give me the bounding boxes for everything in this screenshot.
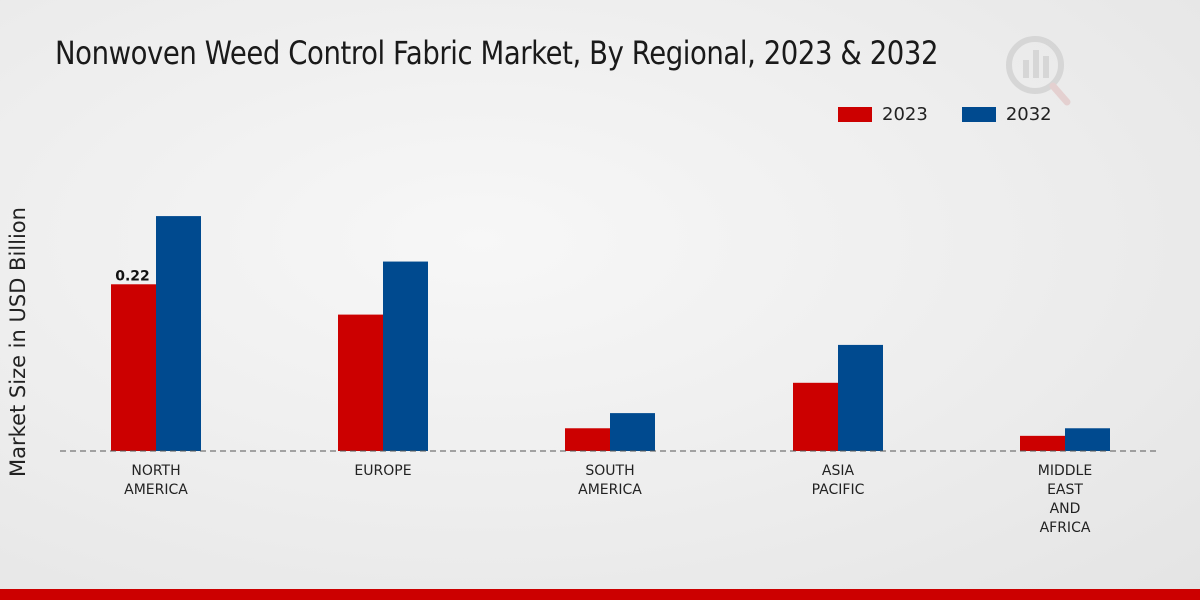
legend-label-2032: 2032	[1005, 104, 1052, 125]
data-label-value: 0.22	[115, 268, 150, 284]
bar-2023-middle-east-and-africa[interactable]	[1020, 435, 1065, 451]
chart-title: Nonwoven Weed Control Fabric Market, By …	[55, 34, 939, 72]
x-tick-label-middle-east-and-africa: MIDDLE EAST AND AFRICA	[1038, 463, 1092, 536]
bar-2023-asia-pacific[interactable]	[793, 382, 838, 451]
bar-2023-south-america[interactable]	[565, 428, 610, 451]
x-tick-label-asia-pacific: ASIA PACIFIC	[812, 463, 865, 498]
bar-2032-asia-pacific[interactable]	[838, 344, 883, 451]
bar-2032-south-america[interactable]	[610, 413, 655, 451]
bottom-accent-bar	[0, 589, 1200, 600]
x-tick-label-north-america: NORTH AMERICA	[124, 463, 188, 498]
x-tick-label-south-america: SOUTH AMERICA	[578, 463, 642, 498]
legend-swatch-2023	[838, 107, 872, 122]
legend-item-2023[interactable]: 2023	[838, 104, 928, 125]
bar-2023-north-america[interactable]	[111, 284, 156, 451]
bar-2032-north-america[interactable]	[156, 216, 201, 451]
bar-2032-europe[interactable]	[383, 261, 428, 451]
bar-2023-europe[interactable]	[338, 314, 383, 451]
legend-item-2032[interactable]: 2032	[961, 104, 1052, 125]
watermark-logo-icon	[1006, 36, 1071, 106]
legend: 2023 2032	[838, 104, 1052, 125]
x-tick-label-europe: EUROPE	[354, 463, 411, 479]
legend-label-2023: 2023	[882, 104, 928, 125]
legend-swatch-2032	[961, 107, 996, 122]
bar-2032-middle-east-and-africa[interactable]	[1065, 428, 1110, 451]
